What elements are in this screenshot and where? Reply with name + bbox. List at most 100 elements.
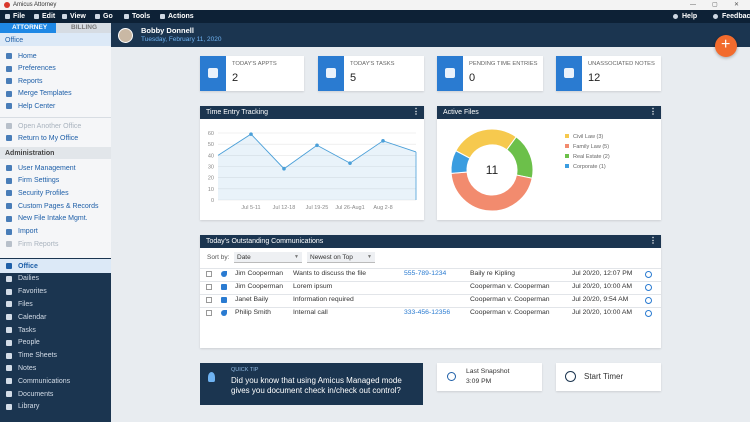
panel-header bbox=[437, 106, 661, 119]
comm-date: Jul 20/20, 10:00 AM bbox=[572, 282, 633, 290]
stat-label: PENDING TIME ENTRIES bbox=[469, 61, 538, 67]
dropdown[interactable] bbox=[307, 252, 375, 263]
comm-from: Janet Baily bbox=[235, 295, 269, 303]
item-icon bbox=[6, 165, 12, 171]
nav-item[interactable]: Dailies bbox=[18, 275, 40, 283]
clock-icon[interactable] bbox=[645, 296, 652, 304]
nav-item[interactable]: Office bbox=[18, 262, 38, 270]
title-bar bbox=[0, 0, 750, 10]
menu-item[interactable]: Help bbox=[682, 13, 698, 20]
nav-item[interactable]: Documents bbox=[18, 390, 54, 398]
menu-item[interactable]: Edit bbox=[42, 13, 56, 20]
menu-item[interactable]: View bbox=[70, 13, 86, 20]
sidebar-item[interactable]: Reports bbox=[18, 77, 43, 85]
nav-item[interactable]: Library bbox=[18, 403, 40, 411]
comm-date: Jul 20/20, 9:54 AM bbox=[572, 295, 629, 303]
nav-item[interactable]: Favorites bbox=[18, 288, 47, 296]
item-icon bbox=[6, 103, 12, 110]
sidebar-item[interactable]: User Management bbox=[18, 164, 76, 172]
panel-menu[interactable]: ⋮ bbox=[412, 107, 420, 116]
checkbox[interactable] bbox=[206, 310, 212, 316]
menu-item[interactable]: File bbox=[13, 13, 26, 20]
nav-item[interactable]: Communications bbox=[18, 377, 71, 385]
comm-phone[interactable]: 333-456-12356 bbox=[404, 308, 451, 316]
tip-icon bbox=[208, 372, 215, 382]
nav-item[interactable]: Tasks bbox=[18, 326, 36, 334]
avatar bbox=[118, 28, 133, 43]
menu-item[interactable]: Tools bbox=[132, 13, 151, 20]
window-control[interactable]: ▢ bbox=[712, 2, 718, 8]
nav-icon bbox=[6, 275, 12, 282]
sidebar-item: Open Another Office bbox=[18, 122, 82, 130]
sidebar-item[interactable]: Merge Templates bbox=[18, 90, 72, 98]
menu-item[interactable]: Feedback bbox=[722, 13, 750, 20]
menu-icon bbox=[713, 14, 718, 19]
panel-header bbox=[200, 106, 424, 119]
fab-icon: + bbox=[721, 36, 731, 53]
header-band bbox=[111, 23, 750, 47]
nav-item[interactable]: Files bbox=[18, 300, 33, 308]
checkbox[interactable] bbox=[206, 271, 212, 277]
sidebar-item[interactable]: New File Intake Mgmt. bbox=[18, 215, 88, 223]
stat-value: 5 bbox=[350, 72, 357, 84]
sidebar-item[interactable]: Custom Pages & Records bbox=[18, 202, 99, 210]
comm-subject: Lorem ipsum bbox=[293, 282, 333, 290]
dropdown[interactable] bbox=[234, 252, 302, 263]
nav-icon bbox=[6, 403, 12, 410]
sidebar-item[interactable]: Import bbox=[18, 228, 38, 235]
comm-file: Cooperman v. Cooperman bbox=[470, 308, 550, 316]
stat-icon bbox=[208, 68, 218, 78]
comm-file: Cooperman v. Cooperman bbox=[470, 295, 550, 303]
item-icon bbox=[6, 190, 12, 197]
sidebar-item[interactable]: Return to My Office bbox=[18, 134, 79, 142]
nav-item[interactable]: Time Sheets bbox=[18, 352, 58, 360]
sidebar-item[interactable]: Preferences bbox=[18, 65, 56, 73]
nav-icon bbox=[6, 263, 12, 269]
row-divider bbox=[200, 293, 661, 295]
checkbox[interactable] bbox=[206, 284, 212, 290]
item-icon bbox=[6, 241, 12, 248]
nav-item[interactable]: People bbox=[18, 339, 40, 347]
nav-icon bbox=[6, 301, 12, 308]
item-icon bbox=[6, 215, 12, 222]
comm-subject: Information required bbox=[293, 295, 354, 303]
row-divider bbox=[200, 267, 661, 269]
fab[interactable] bbox=[715, 35, 737, 57]
dropdown-value: Date bbox=[237, 254, 251, 261]
timer-icon bbox=[565, 371, 576, 382]
tab[interactable]: BILLING bbox=[71, 24, 97, 31]
snapshot-label: Last Snapshot bbox=[466, 368, 510, 375]
nav-active bbox=[0, 259, 111, 273]
stat-value: 12 bbox=[588, 72, 601, 84]
menu-item[interactable]: Go bbox=[103, 13, 113, 20]
panel-menu[interactable]: ⋮ bbox=[649, 236, 657, 245]
checkbox[interactable] bbox=[206, 297, 212, 303]
sidebar-item[interactable]: Help Center bbox=[18, 102, 56, 110]
window-control[interactable]: — bbox=[690, 2, 696, 8]
nav-item[interactable]: Notes bbox=[18, 364, 37, 372]
sidebar-item[interactable]: Security Profiles bbox=[18, 189, 69, 197]
clock-icon[interactable] bbox=[645, 270, 652, 278]
sidebar-item[interactable]: Home bbox=[18, 52, 37, 60]
comm-phone[interactable]: 555-789-1234 bbox=[404, 269, 447, 277]
clock-icon[interactable] bbox=[645, 309, 652, 317]
header-date: Tuesday, February 11, 2020 bbox=[141, 36, 222, 43]
clock-icon[interactable] bbox=[645, 283, 652, 291]
sidebar-item[interactable]: Firm Settings bbox=[18, 177, 60, 185]
nav-item[interactable]: Calendar bbox=[18, 313, 47, 321]
nav-icon bbox=[6, 327, 12, 333]
panel-menu[interactable]: ⋮ bbox=[649, 107, 657, 116]
panel-header bbox=[200, 235, 661, 248]
section-header-bg bbox=[0, 33, 111, 46]
window-control[interactable]: ✕ bbox=[734, 2, 740, 8]
user-name: Bobby Donnell bbox=[141, 26, 194, 35]
menu-icon bbox=[34, 14, 39, 19]
menu-item[interactable]: Actions bbox=[168, 13, 194, 20]
comm-date: Jul 20/20, 10:00 AM bbox=[572, 308, 633, 316]
tab[interactable]: ATTORNEY bbox=[12, 24, 48, 31]
snapshot-icon bbox=[447, 372, 456, 381]
nav-icon bbox=[6, 352, 12, 359]
panel-title: Active Files bbox=[443, 109, 479, 116]
item-icon bbox=[6, 65, 12, 72]
row-divider bbox=[200, 306, 661, 308]
